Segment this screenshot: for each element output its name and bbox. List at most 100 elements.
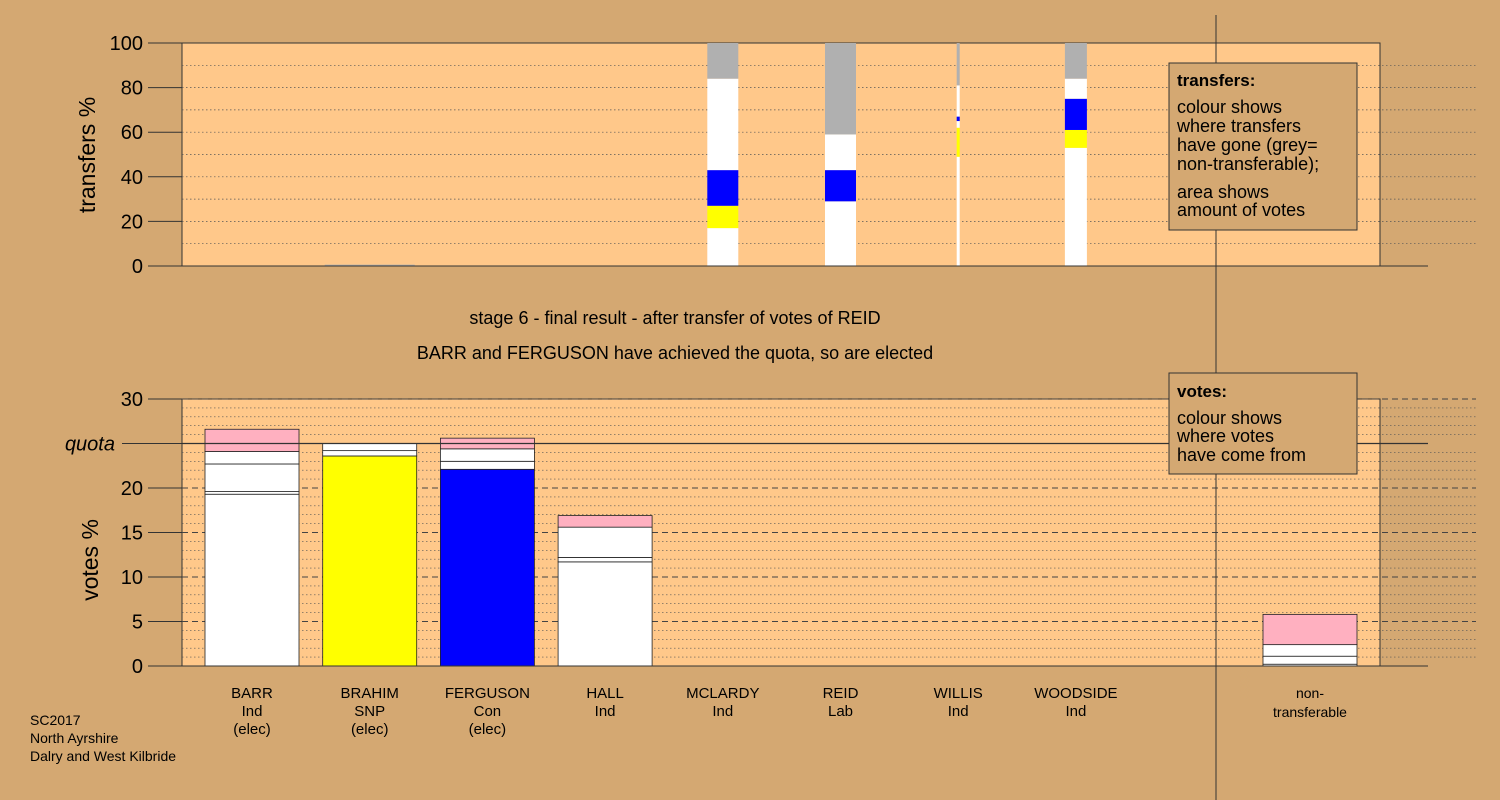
candidate-label: HALL	[586, 685, 624, 702]
votes-category-labels: BARRInd(elec)BRAHIMSNP(elec)FERGUSONCon(…	[231, 685, 1347, 738]
candidate-label: (elec)	[233, 721, 271, 738]
candidate-label: (elec)	[469, 721, 507, 738]
transfer-segment	[707, 228, 739, 266]
transfer-segment	[956, 85, 960, 117]
transfer-segment	[1064, 43, 1087, 79]
vote-segment	[322, 450, 418, 457]
quota-label: quota	[65, 434, 115, 456]
footer-council: North Ayrshire	[30, 730, 119, 746]
nontransferable-label: transferable	[1273, 704, 1347, 720]
transfers-legend-line: colour shows	[1177, 97, 1282, 117]
transfer-segment	[1064, 147, 1087, 266]
vote-segment	[204, 428, 300, 452]
vote-segment	[439, 448, 535, 462]
candidate-label: BARR	[231, 685, 273, 702]
transfers-y-axis-label: transfers %	[74, 97, 100, 213]
candidate-label: Ind	[948, 703, 969, 720]
transfers-legend: transfers: colour shows where transfers …	[1168, 62, 1358, 231]
transfers-tick-labels: 0 20 40 60 80 100	[110, 33, 182, 278]
candidate-label: REID	[823, 685, 859, 702]
candidate-label: BRAHIM	[341, 685, 399, 702]
transfers-tick-label: 60	[121, 122, 143, 144]
transfers-legend-box	[1168, 62, 1358, 231]
transfers-tick-label: 0	[132, 256, 143, 278]
transfer-segment	[956, 127, 960, 157]
transfers-legend-line: non-transferable);	[1177, 154, 1319, 174]
transfer-column	[1064, 43, 1087, 266]
candidate-label: FERGUSON	[445, 685, 530, 702]
vote-segment	[439, 460, 535, 470]
votes-tick-labels: 0 5 10 15 20 30	[121, 389, 182, 678]
candidate-label: Ind	[712, 703, 733, 720]
candidate-bar	[557, 515, 653, 667]
candidate-label: Lab	[828, 703, 853, 720]
candidate-bar	[204, 428, 300, 667]
footer-ward: Dalry and West Kilbride	[30, 748, 176, 764]
transfer-segment	[825, 170, 856, 202]
candidate-label: Ind	[242, 703, 263, 720]
transfer-segment	[324, 264, 415, 266]
candidate-label: WOODSIDE	[1034, 685, 1117, 702]
votes-legend: votes: colour shows where votes have com…	[1168, 372, 1358, 475]
transfers-legend-line: amount of votes	[1177, 200, 1305, 220]
vote-segment	[557, 561, 653, 667]
transfer-segment	[956, 116, 960, 122]
candidate-label: (elec)	[351, 721, 389, 738]
votes-tick-label: 5	[132, 612, 143, 634]
transfer-segment	[1064, 129, 1087, 148]
transfer-segment	[825, 201, 856, 266]
votes-bars	[204, 428, 1358, 667]
vote-segment	[1262, 655, 1358, 665]
votes-tick-label: 15	[121, 523, 143, 545]
transfer-segment	[956, 156, 960, 266]
transfer-segment	[707, 43, 739, 79]
vote-segment	[1262, 644, 1358, 657]
transfers-legend-line: area shows	[1177, 182, 1269, 202]
transfer-segment	[707, 205, 739, 229]
transfers-tick-label: 40	[121, 167, 143, 189]
transfer-segment	[707, 170, 739, 206]
transfer-segment	[1064, 98, 1087, 130]
nontransferable-bar	[1262, 613, 1358, 667]
candidate-label: MCLARDY	[686, 685, 759, 702]
transfer-segment	[1064, 78, 1087, 99]
transfers-tick-label: 80	[121, 78, 143, 100]
transfers-bars	[324, 43, 1087, 266]
vote-segment	[1262, 613, 1358, 646]
stage-subtitle: BARR and FERGUSON have achieved the quot…	[417, 343, 933, 363]
candidate-label: Con	[474, 703, 502, 720]
votes-y-axis-label: votes %	[77, 519, 103, 601]
vote-segment	[322, 443, 418, 452]
transfer-segment	[956, 43, 960, 86]
vote-segment	[557, 515, 653, 528]
vote-segment	[204, 491, 300, 495]
votes-tick-label: 10	[121, 567, 143, 589]
footer-election: SC2017	[30, 712, 81, 728]
vote-segment	[204, 451, 300, 465]
votes-legend-line: colour shows	[1177, 408, 1282, 428]
votes-legend-box	[1168, 372, 1358, 475]
vote-segment	[557, 557, 653, 563]
stage-title: stage 6 - final result - after transfer …	[469, 308, 880, 328]
transfer-column	[956, 43, 960, 266]
transfer-segment	[707, 78, 739, 171]
transfers-legend-line: have gone (grey=	[1177, 135, 1318, 155]
votes-legend-line: where votes	[1176, 426, 1274, 446]
candidate-label: Ind	[595, 703, 616, 720]
candidate-label: WILLIS	[934, 685, 983, 702]
votes-tick-label: 20	[121, 478, 143, 500]
votes-tick-label: 30	[121, 389, 143, 411]
candidate-label: Ind	[1065, 703, 1086, 720]
transfers-legend-line: where transfers	[1176, 116, 1301, 136]
vote-segment	[204, 463, 300, 492]
transfers-tick-label: 100	[110, 33, 143, 55]
vote-segment	[322, 455, 418, 667]
transfers-legend-heading: transfers:	[1177, 71, 1255, 90]
candidate-bar	[322, 443, 418, 667]
candidate-bar	[439, 437, 535, 667]
transfer-segment	[825, 43, 856, 135]
candidate-label: SNP	[354, 703, 385, 720]
vote-segment	[557, 526, 653, 558]
